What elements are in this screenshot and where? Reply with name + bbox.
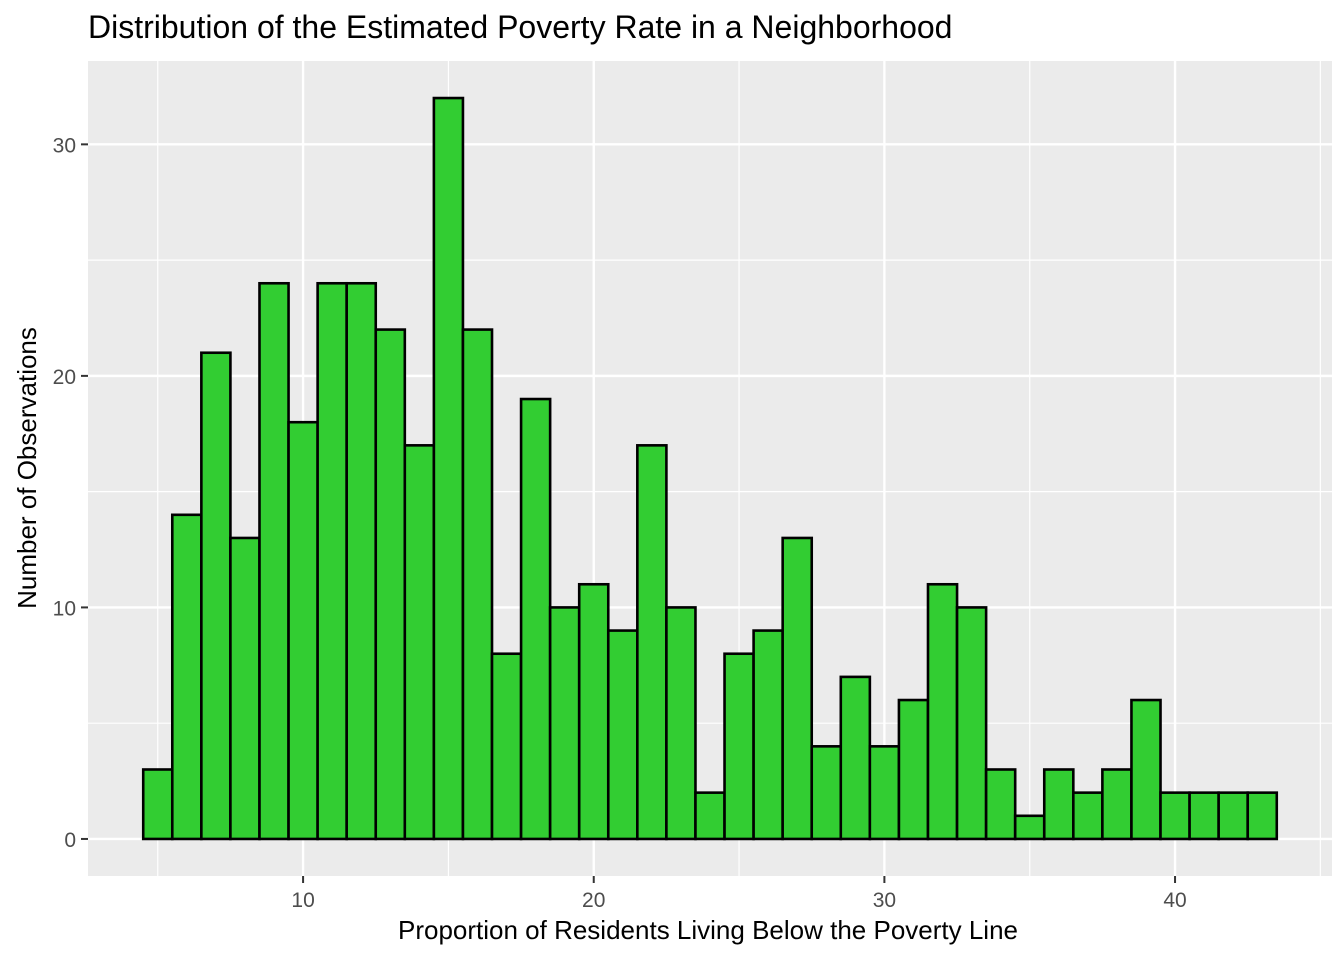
y-tick-label: 0 <box>64 829 76 852</box>
histogram-bar <box>810 745 843 841</box>
histogram-bar <box>461 328 494 841</box>
histogram-bar <box>955 606 988 841</box>
histogram-bar <box>1246 791 1279 841</box>
histogram-bar <box>694 791 726 841</box>
histogram-bar <box>1130 698 1162 841</box>
histogram-bar <box>287 420 319 841</box>
histogram-bar <box>636 444 668 841</box>
histogram-bar <box>403 444 436 841</box>
histogram-bar <box>490 652 523 841</box>
histogram-bar <box>577 582 610 841</box>
histogram-bar <box>548 606 581 841</box>
histogram-bar <box>519 397 552 841</box>
histogram-bar <box>1159 791 1191 841</box>
axes: 10 20 30 40 0 10 20 30 <box>53 134 1187 912</box>
histogram-bar <box>229 536 261 841</box>
histogram-bar <box>258 281 290 841</box>
histogram-bar <box>665 606 697 841</box>
x-tick-label: 10 <box>291 889 314 912</box>
y-axis-label: Number of Observations <box>12 327 42 609</box>
histogram-bar <box>1188 791 1220 841</box>
histogram-bar <box>316 281 348 841</box>
y-tick-label: 30 <box>53 134 76 157</box>
histogram-bar <box>606 629 639 841</box>
histogram-bar <box>200 351 232 841</box>
histogram-bar <box>897 698 930 841</box>
histogram-bar <box>1013 814 1046 841</box>
histogram-bar <box>1072 791 1104 841</box>
x-tick-label: 20 <box>582 889 605 912</box>
histogram-bar <box>170 513 203 841</box>
histogram-bar <box>868 745 901 841</box>
y-tick-label: 20 <box>53 366 76 389</box>
y-tick-label: 10 <box>53 597 76 620</box>
histogram-bar <box>839 675 872 841</box>
histogram-bar <box>1217 791 1250 841</box>
histogram-bar <box>781 536 814 841</box>
histogram-bar <box>345 281 378 841</box>
histogram-bar <box>374 328 407 841</box>
histogram-bars <box>141 96 1279 841</box>
histogram-bar <box>723 652 755 841</box>
histogram-bar <box>1042 768 1075 841</box>
chart-title: Distribution of the Estimated Poverty Ra… <box>88 9 952 45</box>
histogram-bar <box>752 629 784 841</box>
grid-lines <box>88 61 1332 876</box>
x-tick-label: 40 <box>1163 889 1186 912</box>
histogram-bar <box>1101 768 1133 841</box>
histogram-bar <box>926 582 959 841</box>
histogram-bar <box>984 768 1017 841</box>
histogram-bar <box>432 96 465 841</box>
x-tick-label: 30 <box>873 889 896 912</box>
histogram-bar <box>141 768 174 841</box>
x-axis-label: Proportion of Residents Living Below the… <box>398 915 1018 945</box>
